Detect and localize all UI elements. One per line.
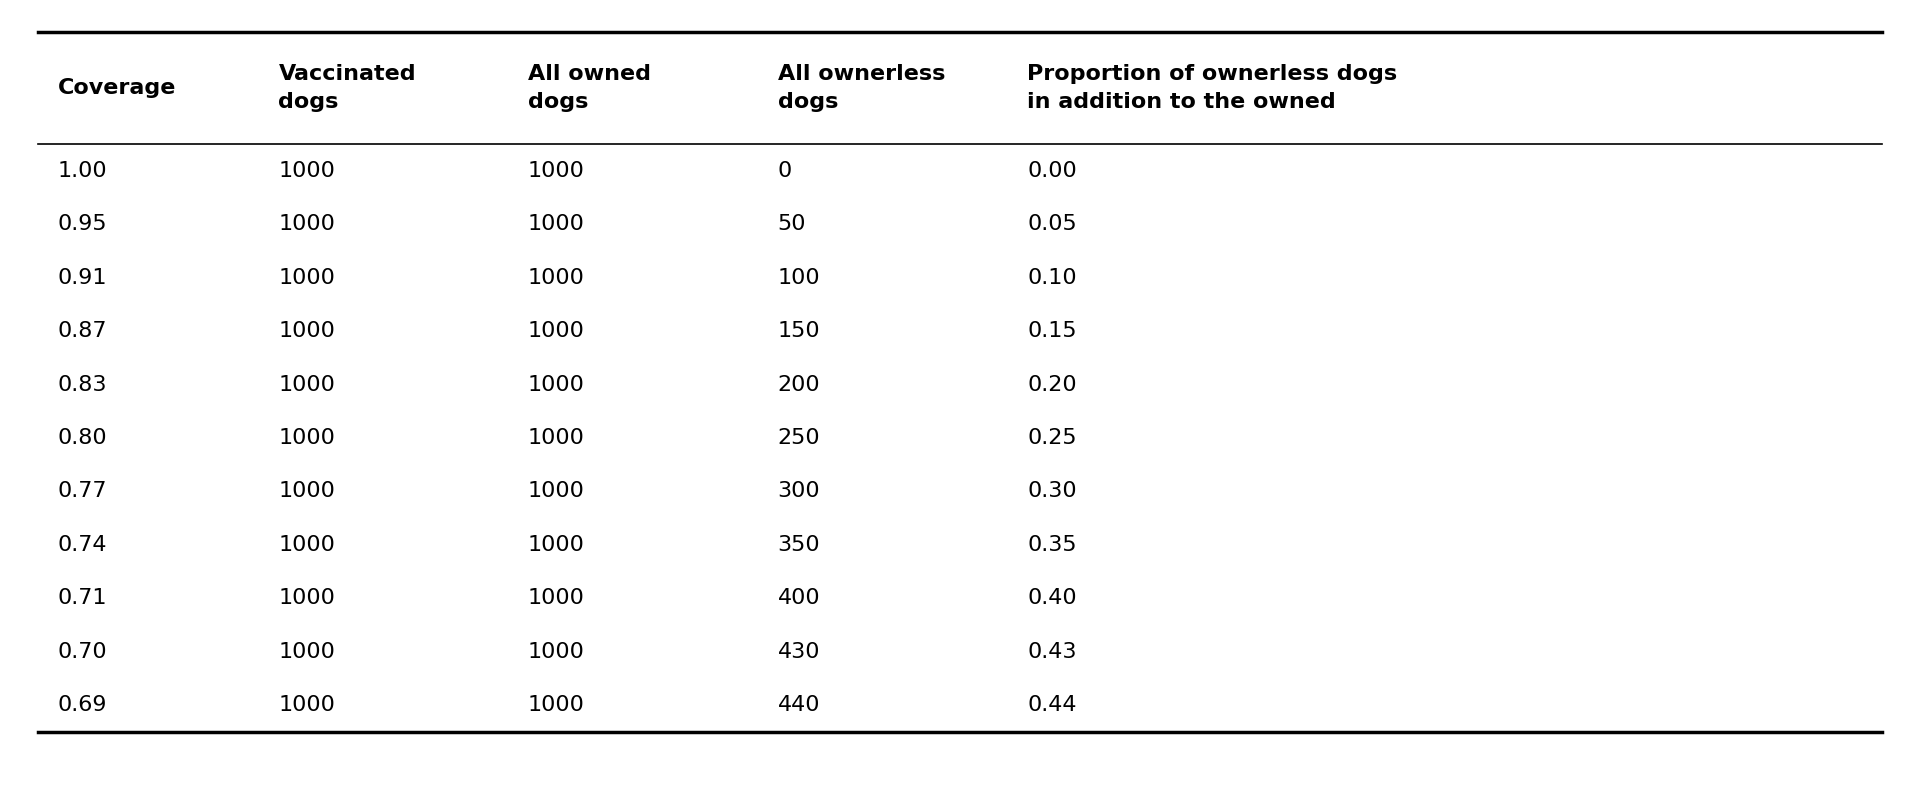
Text: 1000: 1000 bbox=[528, 214, 586, 234]
Text: 350: 350 bbox=[778, 535, 820, 555]
Text: 0.35: 0.35 bbox=[1027, 535, 1077, 555]
Text: 1000: 1000 bbox=[278, 695, 336, 715]
Text: 0.20: 0.20 bbox=[1027, 374, 1077, 394]
Text: 300: 300 bbox=[778, 482, 820, 502]
Text: 0.77: 0.77 bbox=[58, 482, 108, 502]
Text: 1000: 1000 bbox=[278, 535, 336, 555]
Text: 0.05: 0.05 bbox=[1027, 214, 1077, 234]
Text: 100: 100 bbox=[778, 268, 820, 288]
Text: 1000: 1000 bbox=[528, 374, 586, 394]
Text: 1000: 1000 bbox=[278, 642, 336, 662]
Text: 0.43: 0.43 bbox=[1027, 642, 1077, 662]
Text: 1000: 1000 bbox=[528, 161, 586, 181]
Text: 50: 50 bbox=[778, 214, 806, 234]
Text: 0.87: 0.87 bbox=[58, 321, 108, 341]
Text: 1000: 1000 bbox=[528, 695, 586, 715]
Text: Vaccinated
dogs: Vaccinated dogs bbox=[278, 64, 417, 112]
Text: 1.00: 1.00 bbox=[58, 161, 108, 181]
Text: All owned
dogs: All owned dogs bbox=[528, 64, 651, 112]
Text: 0: 0 bbox=[778, 161, 791, 181]
Text: 150: 150 bbox=[778, 321, 820, 341]
Text: 1000: 1000 bbox=[278, 214, 336, 234]
Text: 0.00: 0.00 bbox=[1027, 161, 1077, 181]
Text: 0.44: 0.44 bbox=[1027, 695, 1077, 715]
Text: 0.15: 0.15 bbox=[1027, 321, 1077, 341]
Text: 1000: 1000 bbox=[528, 482, 586, 502]
Text: 1000: 1000 bbox=[528, 268, 586, 288]
Text: 0.69: 0.69 bbox=[58, 695, 108, 715]
Text: 1000: 1000 bbox=[528, 588, 586, 608]
Text: 0.71: 0.71 bbox=[58, 588, 108, 608]
Text: 0.25: 0.25 bbox=[1027, 428, 1077, 448]
Text: 1000: 1000 bbox=[528, 321, 586, 341]
Text: 1000: 1000 bbox=[278, 428, 336, 448]
Text: 1000: 1000 bbox=[278, 374, 336, 394]
Text: 0.74: 0.74 bbox=[58, 535, 108, 555]
Text: 430: 430 bbox=[778, 642, 820, 662]
Text: 1000: 1000 bbox=[528, 535, 586, 555]
Text: 200: 200 bbox=[778, 374, 820, 394]
Text: 1000: 1000 bbox=[278, 321, 336, 341]
Text: Proportion of ownerless dogs
in addition to the owned: Proportion of ownerless dogs in addition… bbox=[1027, 64, 1398, 112]
Text: 0.95: 0.95 bbox=[58, 214, 108, 234]
Text: 0.91: 0.91 bbox=[58, 268, 108, 288]
Text: 0.83: 0.83 bbox=[58, 374, 108, 394]
Text: 0.80: 0.80 bbox=[58, 428, 108, 448]
Text: 1000: 1000 bbox=[278, 588, 336, 608]
Text: 400: 400 bbox=[778, 588, 820, 608]
Text: 0.30: 0.30 bbox=[1027, 482, 1077, 502]
Text: 1000: 1000 bbox=[528, 642, 586, 662]
Text: 0.40: 0.40 bbox=[1027, 588, 1077, 608]
Text: 0.10: 0.10 bbox=[1027, 268, 1077, 288]
Text: 250: 250 bbox=[778, 428, 820, 448]
Text: 1000: 1000 bbox=[528, 428, 586, 448]
Text: 1000: 1000 bbox=[278, 268, 336, 288]
Text: 0.70: 0.70 bbox=[58, 642, 108, 662]
Text: 1000: 1000 bbox=[278, 482, 336, 502]
Text: 1000: 1000 bbox=[278, 161, 336, 181]
Text: Coverage: Coverage bbox=[58, 78, 177, 98]
Text: 440: 440 bbox=[778, 695, 820, 715]
Text: All ownerless
dogs: All ownerless dogs bbox=[778, 64, 945, 112]
